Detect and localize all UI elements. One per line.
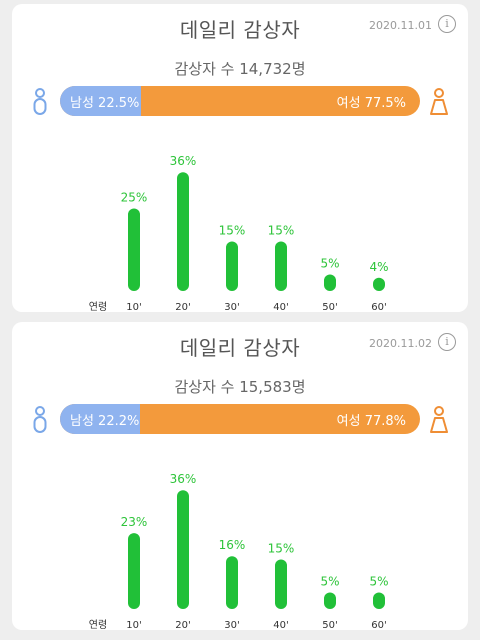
age-bar [226, 556, 238, 609]
age-category-label: 40' [273, 302, 288, 312]
age-bar-value-label: 15% [268, 224, 295, 238]
female-ratio-label: 여성 77.5% [336, 96, 406, 111]
age-category-label: 20' [175, 302, 190, 312]
gender-ratio-bar: 남성 22.5% 여성 77.5% [60, 86, 420, 116]
age-bar-value-label: 16% [219, 538, 246, 552]
age-axis-label: 연령 [89, 619, 107, 630]
male-person-icon [33, 88, 47, 115]
card-date: 2020.11.02 [369, 337, 432, 350]
age-category-label: 60' [371, 302, 386, 312]
age-bar [373, 277, 385, 291]
age-bar-chart: 연령 25% 10' 36% 20' 15% 30' 15% 40' 5% 50' 4% 60' [89, 154, 389, 312]
male-ratio-label: 남성 22.5% [70, 96, 140, 111]
age-bar [128, 533, 140, 609]
male-segment [60, 404, 140, 434]
card-title: 데일리 감상자 [179, 18, 301, 42]
age-category-label: 20' [175, 620, 190, 630]
age-category-label: 10' [126, 620, 141, 630]
age-bar-value-label: 15% [219, 224, 246, 238]
info-icon[interactable]: i [438, 333, 456, 351]
age-bar [324, 592, 336, 609]
age-axis-label: 연령 [89, 301, 107, 312]
age-bar-value-label: 5% [320, 575, 339, 589]
viewer-count: 감상자 수 14,732명 [174, 60, 306, 78]
male-ratio-label: 남성 22.2% [70, 414, 140, 429]
age-category-label: 30' [224, 302, 239, 312]
daily-viewers-card: 데일리 감상자 2020.11.01 i 감상자 수 14,732명 남성 22… [12, 4, 468, 312]
age-category-label: 10' [126, 302, 141, 312]
info-icon[interactable]: i [438, 15, 456, 33]
card-title: 데일리 감상자 [179, 336, 301, 360]
age-bar-value-label: 5% [320, 257, 339, 271]
male-person-icon [33, 406, 47, 433]
age-category-label: 50' [322, 302, 337, 312]
age-bar [324, 274, 336, 291]
age-category-label: 30' [224, 620, 239, 630]
female-person-icon [430, 406, 448, 433]
age-category-label: 40' [273, 620, 288, 630]
age-bar-value-label: 5% [369, 575, 388, 589]
age-bar [128, 208, 140, 291]
age-bar [275, 559, 287, 609]
age-bar-value-label: 36% [170, 472, 197, 486]
age-bar-value-label: 23% [121, 515, 148, 529]
age-bar-chart: 연령 23% 10' 36% 20' 16% 30' 15% 40' 5% 50' 5% 60' [89, 472, 389, 630]
age-bar [177, 172, 189, 291]
age-category-label: 60' [371, 620, 386, 630]
age-bar-value-label: 25% [121, 191, 148, 205]
age-bar [226, 241, 238, 291]
age-category-label: 50' [322, 620, 337, 630]
viewer-count: 감상자 수 15,583명 [174, 378, 306, 396]
gender-ratio-bar: 남성 22.2% 여성 77.8% [60, 404, 420, 434]
male-segment [60, 86, 141, 116]
age-bar [177, 490, 189, 609]
age-bar [275, 241, 287, 291]
age-bar [373, 592, 385, 609]
female-person-icon [430, 88, 448, 115]
age-bar-value-label: 4% [369, 260, 388, 274]
age-bar-value-label: 36% [170, 154, 197, 168]
age-bar-value-label: 15% [268, 542, 295, 556]
female-ratio-label: 여성 77.8% [336, 414, 406, 429]
daily-viewers-card: 데일리 감상자 2020.11.02 i 감상자 수 15,583명 남성 22… [12, 322, 468, 630]
card-date: 2020.11.01 [369, 19, 432, 32]
